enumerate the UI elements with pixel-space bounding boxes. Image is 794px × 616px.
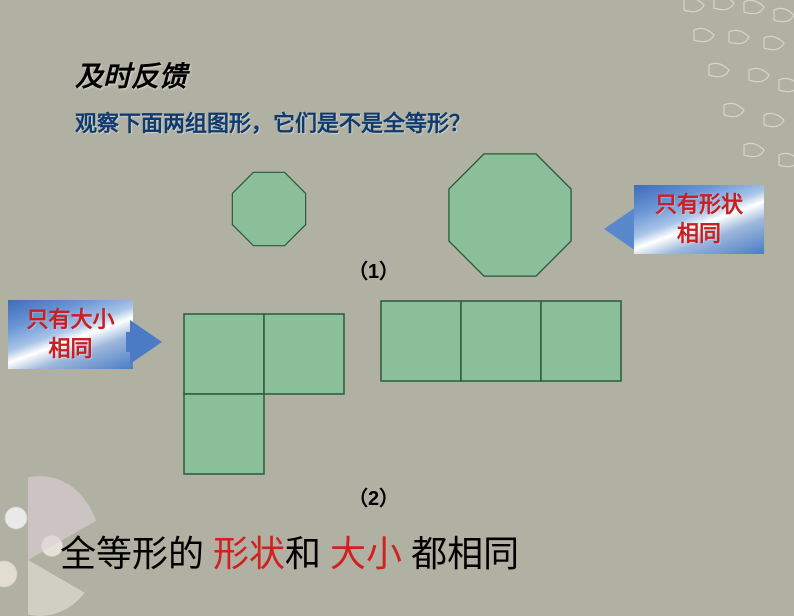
callout-line1: 只有形状 bbox=[655, 192, 743, 217]
callout-line1: 只有大小 bbox=[26, 307, 114, 332]
row-squares bbox=[380, 300, 622, 382]
conclusion-p1: 全等形的 bbox=[60, 534, 213, 574]
conclusion-text: 全等形的 形状和 大小 都相同 bbox=[60, 525, 519, 577]
conclusion-p4: 大小 bbox=[330, 534, 402, 574]
callout-size-same: 只有大小 相同 bbox=[8, 300, 133, 369]
conclusion-p5: 都相同 bbox=[402, 534, 519, 574]
callout-line2: 相同 bbox=[677, 221, 721, 246]
octagon-small bbox=[230, 170, 308, 248]
question-text: 观察下面两组图形，它们是不是全等形？ bbox=[75, 106, 471, 138]
group-2-label: （2） bbox=[348, 482, 399, 511]
section-title: 及时反馈 bbox=[75, 55, 187, 95]
conclusion-p3: 和 bbox=[285, 534, 330, 574]
callout-line2: 相同 bbox=[48, 336, 92, 361]
arrow-right-icon bbox=[130, 320, 162, 364]
callout-shape-same: 只有形状 相同 bbox=[634, 185, 764, 254]
octagon-large bbox=[445, 150, 575, 280]
l-shape-squares bbox=[183, 313, 345, 475]
arrow-left-icon bbox=[604, 207, 636, 251]
decorative-pattern-right bbox=[664, 0, 794, 190]
group-1-label: （1） bbox=[348, 255, 399, 284]
conclusion-p2: 形状 bbox=[213, 534, 285, 574]
